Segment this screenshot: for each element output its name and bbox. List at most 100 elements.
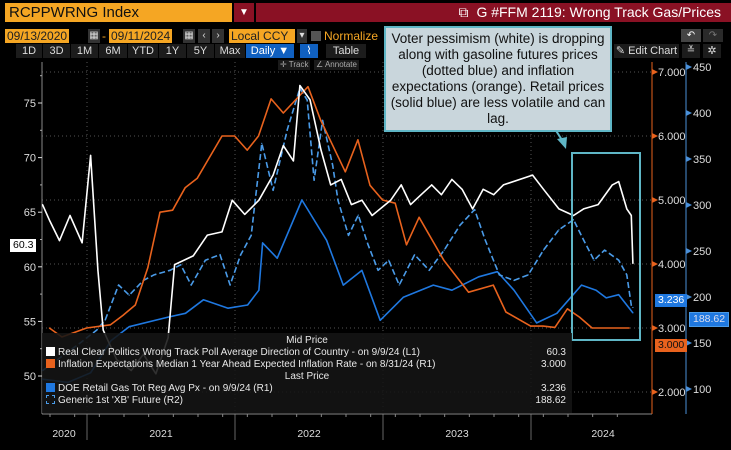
wrong-track-poll-point [41, 203, 44, 206]
inflation-expectations-point [529, 325, 532, 327]
wrong-track-poll-point [58, 239, 61, 242]
xb-future-point [632, 306, 634, 309]
retail-gas-price-point [227, 307, 229, 309]
inflation-expectations-point [357, 139, 359, 141]
r2-tick [686, 110, 692, 116]
xb-future-point [153, 274, 155, 276]
legend-item[interactable]: Generic 1st 'XB' Future (R2) 188.62 [46, 395, 572, 407]
edit-chart-button[interactable]: ✎ Edit Chart [614, 44, 679, 58]
undo-icon[interactable]: ↶ [681, 29, 701, 42]
l1-tick-label: 70 [24, 153, 36, 165]
wrong-track-poll-point [69, 214, 71, 217]
xb-future-point [558, 229, 560, 231]
prev-period-button[interactable]: ‹ [198, 29, 210, 43]
ticker-dropdown-button[interactable]: ▼ [234, 3, 254, 22]
xb-future-point [96, 329, 98, 331]
popout-icon[interactable]: ⧉ [458, 4, 469, 20]
line-chart-icon[interactable]: ⌇ [300, 44, 318, 58]
legend-item[interactable]: Real Clear Politics Wrong Track Poll Ave… [46, 347, 572, 359]
pencil-icon: ∠ [316, 60, 325, 69]
period-5y[interactable]: 5Y [187, 44, 214, 58]
xb-future-point [180, 264, 182, 266]
gear-icon[interactable]: ✲ [703, 44, 721, 58]
wrong-track-poll-point [244, 213, 246, 215]
table-button[interactable]: Table [326, 44, 366, 58]
last-value-tag-inflation: 3.000 [655, 339, 688, 352]
wrong-track-poll-point [542, 188, 545, 190]
r1-tick [652, 197, 658, 203]
end-date-field[interactable]: 09/11/2024 [109, 29, 173, 43]
frequency-select[interactable]: Daily ▼ [246, 44, 294, 58]
r1-tick [652, 389, 658, 395]
legend-last-price-heading: Last Price [284, 371, 330, 382]
xb-future-point [542, 249, 545, 251]
wrong-track-poll-point [461, 188, 463, 190]
ticker-input[interactable]: RCPPWRNG Index [5, 3, 232, 22]
retail-gas-price-point [451, 289, 453, 291]
normalize-checkbox[interactable] [311, 31, 321, 41]
inflation-expectations-point [122, 314, 124, 316]
inflation-expectations-point [505, 311, 507, 313]
period-ytd[interactable]: YTD [128, 44, 158, 58]
legend-swatch [46, 359, 55, 368]
legend-swatch [46, 383, 55, 392]
annotation-note[interactable]: Voter pessimism (white) is dropping alon… [384, 26, 612, 132]
wrong-track-poll-point [420, 194, 422, 196]
legend-item[interactable]: DOE Retail Gas Tot Reg Avg Px - on 9/9/2… [46, 383, 572, 395]
annotate-button[interactable]: ∠ Annotate [314, 60, 359, 70]
period-1y[interactable]: 1Y [159, 44, 186, 58]
xb-future-point [484, 239, 486, 241]
l1-tick-label: 75 [24, 98, 36, 110]
period-1m[interactable]: 1M [71, 44, 98, 58]
inflation-expectations-point [159, 211, 161, 213]
xb-future-point [593, 259, 595, 261]
wrong-track-poll-point [632, 262, 634, 265]
crosshair-icon: ✛ [280, 60, 289, 69]
calendar-icon[interactable]: ▦ [88, 29, 100, 43]
retail-gas-price-point [326, 239, 328, 241]
calendar-icon[interactable]: ▦ [183, 29, 195, 43]
chart-style-icon[interactable]: ≚ [682, 44, 700, 58]
next-period-button[interactable]: › [212, 29, 224, 43]
track-button[interactable]: ✛ Track [278, 60, 311, 70]
inflation-expectations-point [109, 324, 112, 326]
wrong-track-poll-point [97, 269, 99, 271]
wrong-track-poll-point [258, 199, 260, 201]
currency-dropdown-icon[interactable]: ▾ [297, 29, 307, 43]
retail-gas-price-point [595, 289, 597, 291]
currency-select[interactable]: Local CCY [229, 29, 295, 43]
inflation-expectations-point [443, 259, 445, 261]
wrong-track-poll-point [493, 194, 495, 196]
period-6m[interactable]: 6M [99, 44, 127, 58]
inflation-expectations-point [566, 308, 568, 310]
annotate-label: Annotate [324, 60, 357, 69]
period-3d[interactable]: 3D [43, 44, 70, 58]
xb-future-point [272, 189, 274, 191]
r2-tick [686, 294, 692, 300]
wrong-track-poll-point [320, 149, 322, 151]
r2-tick [686, 386, 692, 392]
wrong-track-poll-point [502, 184, 505, 186]
period-1d[interactable]: 1D [16, 44, 42, 58]
wrong-track-poll-point [400, 184, 402, 186]
redo-icon[interactable]: ↷ [703, 29, 723, 42]
legend-item[interactable]: Inflation Expectations Median 1 Year Ahe… [46, 359, 572, 371]
period-max[interactable]: Max [215, 44, 245, 58]
inflation-expectations-point [467, 291, 470, 293]
retail-gas-price-point [167, 316, 169, 318]
legend-swatch [46, 395, 55, 404]
inflation-expectations-point [405, 244, 408, 246]
last-value-tag-retail-gas: 3.236 [655, 294, 688, 307]
l1-tick-label: 60 [24, 262, 36, 274]
inflation-expectations-point [369, 184, 371, 186]
r2-tick-label: 100 [693, 384, 711, 396]
xb-future-point [118, 284, 120, 286]
legend-label: Real Clear Politics Wrong Track Poll Ave… [58, 347, 421, 358]
wrong-track-poll-point [472, 208, 474, 210]
start-date-field[interactable]: 09/13/2020 [5, 29, 70, 43]
pencil-icon: ✎ [615, 45, 629, 57]
inflation-expectations-point [48, 327, 50, 329]
legend-value: 3.000 [540, 359, 566, 370]
r2-tick-label: 300 [693, 200, 711, 212]
